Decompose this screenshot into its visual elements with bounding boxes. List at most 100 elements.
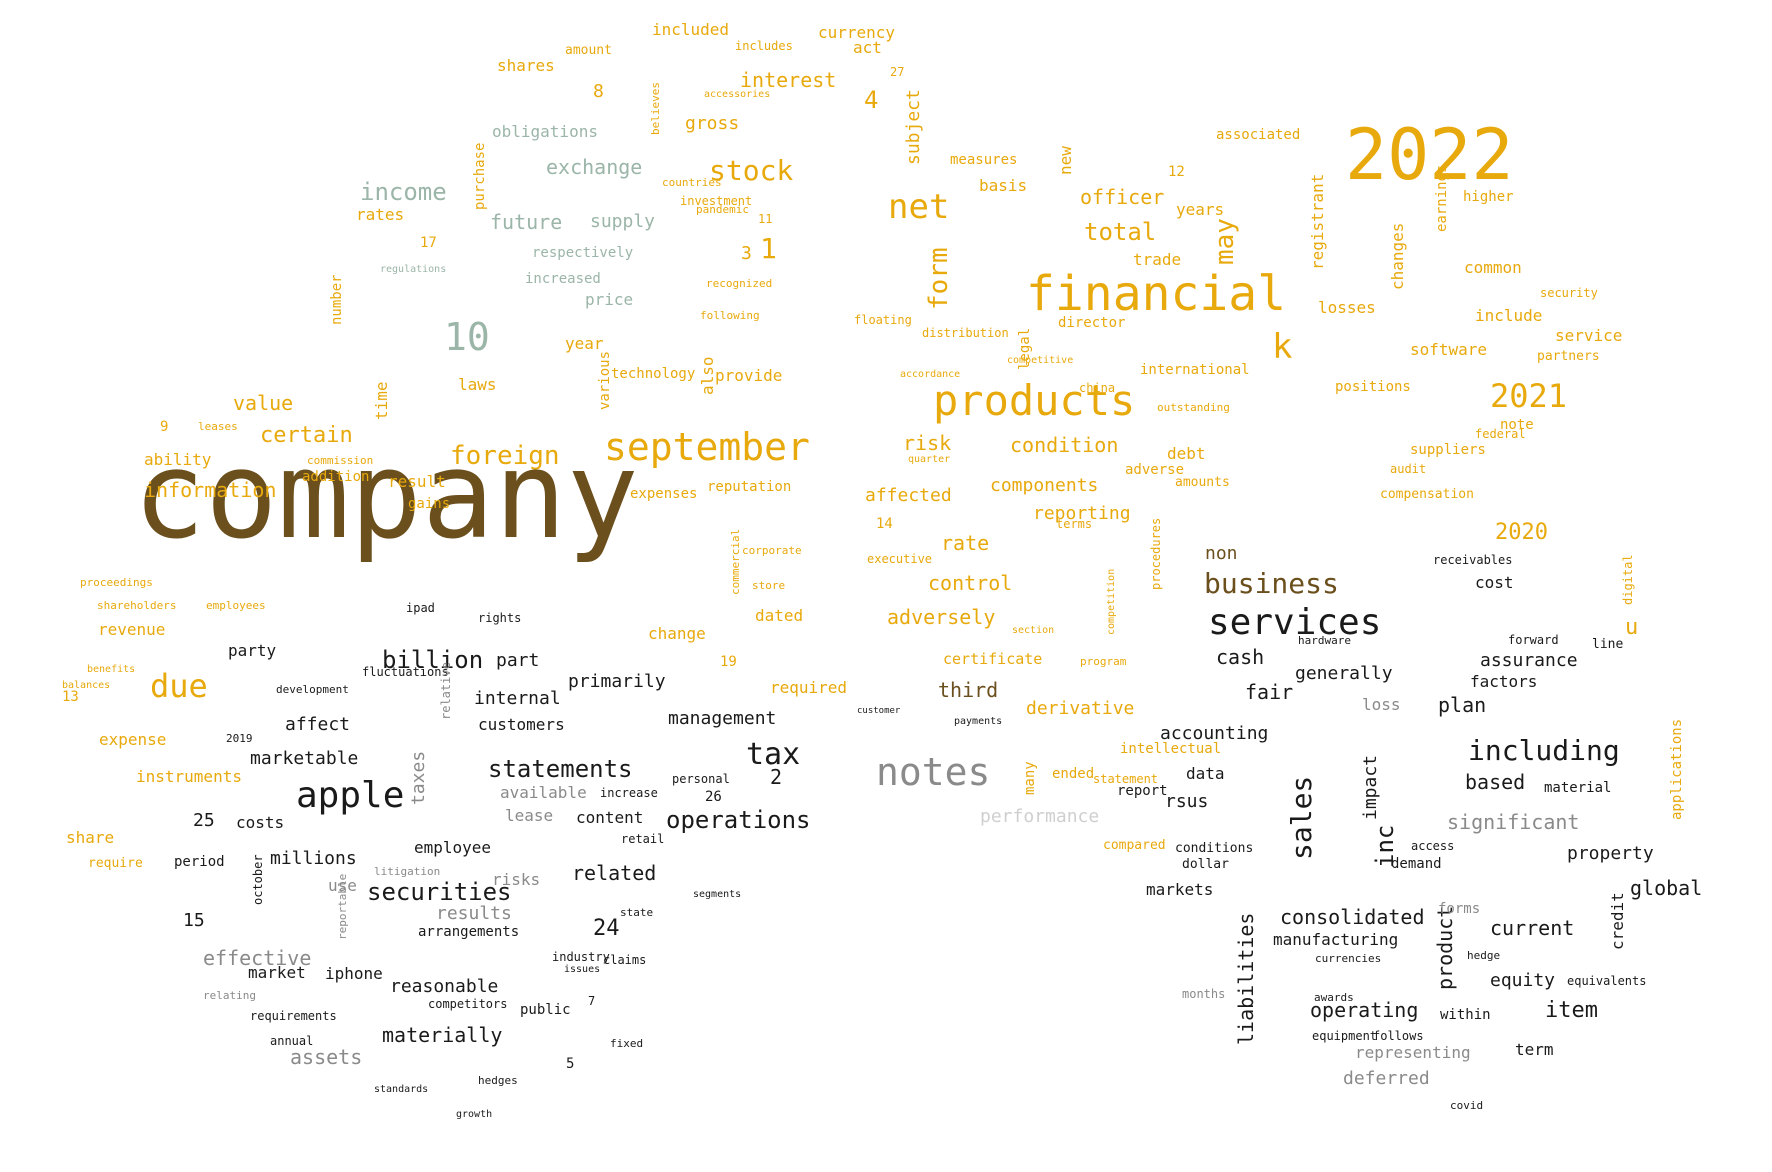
word-public: public: [520, 1002, 571, 1018]
word-27: 27: [890, 65, 905, 79]
word-common: common: [1464, 258, 1522, 277]
word-section: section: [1012, 625, 1055, 636]
word-forward: forward: [1508, 633, 1559, 647]
word-ability: ability: [144, 450, 212, 469]
word-service: service: [1555, 326, 1623, 345]
word-issues: issues: [564, 964, 601, 975]
word-financial: financial: [1026, 266, 1287, 322]
word-part: part: [496, 650, 540, 671]
word-laws: laws: [458, 375, 497, 394]
word-hedge: hedge: [1467, 949, 1501, 962]
word-2019: 2019: [226, 732, 253, 745]
word-interest: interest: [740, 68, 837, 92]
word-primarily: primarily: [568, 671, 666, 692]
word-audit: audit: [1390, 462, 1427, 476]
word-consolidated: consolidated: [1280, 905, 1425, 929]
word-internal: internal: [474, 688, 561, 709]
word-software: software: [1410, 340, 1488, 359]
word-losses: losses: [1318, 298, 1376, 317]
word-distribution: distribution: [922, 326, 1009, 340]
word-demand: demand: [1391, 856, 1442, 872]
word-federal: federal: [1475, 427, 1526, 441]
word-recognized: recognized: [706, 277, 773, 290]
word-17: 17: [420, 235, 437, 251]
word-k: k: [1272, 327, 1293, 367]
word-global: global: [1630, 876, 1703, 900]
word-generally: generally: [1295, 663, 1393, 684]
word-required: required: [770, 678, 848, 697]
word-october: october: [251, 854, 265, 905]
word-security: security: [1540, 286, 1598, 300]
word-dollar: dollar: [1182, 857, 1229, 872]
word-party: party: [228, 641, 277, 660]
word-shares: shares: [497, 56, 555, 75]
word-program: program: [1080, 655, 1127, 668]
word-price: price: [585, 290, 634, 309]
word-competitors: competitors: [428, 997, 508, 1011]
word-digital: digital: [1621, 554, 1635, 605]
word-earnings: earnings: [1434, 164, 1450, 232]
word-also: also: [698, 356, 717, 395]
word-follows: follows: [1373, 1029, 1424, 1043]
word-covid: covid: [1450, 1099, 1484, 1112]
word-segments: segments: [693, 889, 742, 900]
word-material: material: [1544, 780, 1612, 796]
word-2020: 2020: [1495, 520, 1548, 545]
word-factors: factors: [1470, 672, 1538, 691]
word-customers: customers: [478, 715, 565, 734]
word-addition: addition: [302, 469, 370, 485]
word-statement: statement: [1093, 772, 1159, 786]
word-report: report: [1117, 783, 1168, 799]
word-development: development: [276, 683, 349, 696]
word-dated: dated: [755, 606, 804, 625]
word-fluctuations: fluctuations: [362, 665, 449, 679]
word-item: item: [1545, 998, 1598, 1023]
word-equivalents: equivalents: [1567, 974, 1647, 988]
word-trade: trade: [1133, 250, 1182, 269]
word-result: result: [388, 472, 446, 491]
word-2: 2: [770, 765, 783, 789]
word-fair: fair: [1245, 680, 1294, 704]
word-accordance: accordance: [900, 369, 961, 380]
word-assurance: assurance: [1480, 650, 1578, 671]
word-equity: equity: [1490, 970, 1556, 991]
word-registrant: registrant: [1308, 173, 1327, 270]
word-materially: materially: [382, 1023, 503, 1047]
word-operations: operations: [666, 806, 811, 834]
word-new: new: [1056, 146, 1075, 175]
word-positions: positions: [1335, 379, 1411, 395]
word-results: results: [436, 903, 512, 924]
word-plan: plan: [1438, 693, 1487, 717]
word-supply: supply: [590, 211, 656, 232]
word-officer: officer: [1080, 185, 1165, 209]
word-third: third: [938, 678, 999, 702]
word-conditions: conditions: [1175, 841, 1254, 856]
word-procedures: procedures: [1149, 517, 1163, 590]
word-commercial: commercial: [729, 528, 742, 595]
word-competition: competition: [1106, 568, 1117, 635]
word-currencies: currencies: [1315, 952, 1382, 965]
word-stock: stock: [709, 154, 794, 187]
word-international: international: [1140, 362, 1250, 378]
word-outstanding: outstanding: [1157, 401, 1230, 414]
word-affected: affected: [865, 485, 952, 506]
word-reasonable: reasonable: [390, 976, 499, 997]
word-suppliers: suppliers: [1410, 442, 1486, 458]
word-arrangements: arrangements: [418, 924, 520, 940]
word-4: 4: [864, 86, 879, 114]
word-12: 12: [1168, 164, 1185, 180]
word-regulations: regulations: [380, 264, 447, 275]
word-3: 3: [741, 243, 752, 264]
word-store: store: [752, 579, 786, 592]
word-increase: increase: [600, 786, 658, 800]
word-litigation: litigation: [374, 865, 441, 878]
word-taxes: taxes: [408, 750, 429, 805]
word-9: 9: [160, 419, 169, 435]
word-access: access: [1411, 839, 1455, 853]
word-line: line: [1592, 637, 1624, 652]
word-standards: standards: [374, 1084, 429, 1095]
word-13: 13: [62, 689, 79, 705]
word-expense: expense: [99, 730, 167, 749]
word-use: use: [328, 876, 357, 895]
